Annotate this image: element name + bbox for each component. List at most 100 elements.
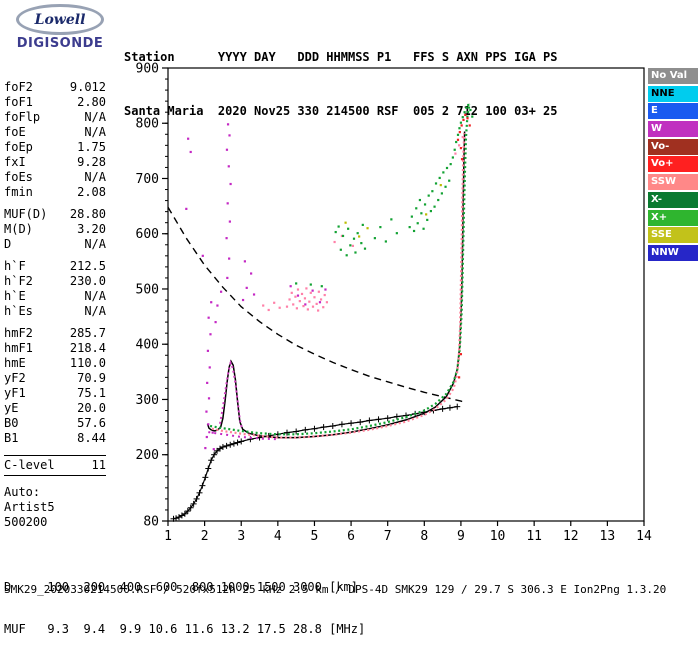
- spread-echoes-magenta: [208, 366, 211, 369]
- second-hop-green: [361, 223, 364, 226]
- spread-echoes-magenta: [204, 446, 207, 450]
- spread-echoes-magenta: [289, 285, 292, 288]
- muf-table: D 100 200 400 600 800 1000 1500 3000 [km…: [4, 552, 365, 650]
- param-value: N/A: [84, 237, 106, 251]
- param-value: 218.4: [69, 341, 106, 355]
- doppler-red-echoes: [460, 158, 464, 161]
- spread-echoes-magenta: [206, 381, 209, 384]
- spread-echoes-magenta: [252, 293, 256, 296]
- second-hop-green: [320, 285, 323, 288]
- param-value: 75.1: [77, 386, 106, 400]
- spread-echoes-magenta: [226, 123, 230, 126]
- doppler-red-echoes: [462, 118, 465, 122]
- param-label: foF1: [4, 95, 33, 109]
- param-row: hmE 110.0: [4, 356, 106, 371]
- spread-echoes-magenta: [210, 301, 213, 304]
- second-hop-green: [471, 115, 474, 118]
- param-value: 11: [91, 458, 106, 472]
- param-label: MUF(D): [4, 207, 48, 221]
- param-value: 110.0: [69, 356, 106, 370]
- param-label: Auto:: [4, 485, 41, 499]
- second-hop-green: [467, 103, 470, 107]
- echo-trace-green: [209, 103, 471, 436]
- x-axis-label: 1: [164, 529, 172, 544]
- param-label: foFlp: [4, 110, 41, 124]
- param-value: 57.6: [77, 416, 106, 430]
- second-hop-green: [373, 237, 376, 240]
- param-label: 500200: [4, 515, 48, 529]
- param-value: 20.0: [77, 401, 106, 415]
- param-row: B1 8.44: [4, 431, 106, 446]
- second-hop-green: [360, 242, 363, 245]
- second-hop-pink: [325, 301, 329, 304]
- spread-echoes-magenta: [228, 220, 231, 223]
- param-row: yF1 75.1: [4, 386, 106, 401]
- param-value: 8.44: [77, 431, 106, 445]
- muf-distance-row: D 100 200 400 600 800 1000 1500 3000 [km…: [4, 580, 359, 594]
- param-value: 2.08: [77, 185, 106, 199]
- second-hop-green: [449, 163, 452, 166]
- second-hop-green: [334, 230, 337, 234]
- second-hop-pink: [323, 293, 326, 297]
- logo-lowell-text: Lowell: [34, 11, 86, 28]
- second-hop-green: [341, 234, 345, 238]
- second-hop-green: [453, 148, 456, 151]
- second-hop-pink: [306, 308, 309, 311]
- param-label: yE: [4, 401, 19, 415]
- second-hop-green: [433, 205, 436, 208]
- second-hop-green: [418, 198, 422, 202]
- spread-echoes-magenta: [227, 165, 230, 168]
- x-axis-label: 2: [201, 529, 209, 544]
- spread-echoes-magenta: [212, 448, 215, 451]
- echo-trace-pink: [211, 133, 466, 439]
- doppler-red-echoes: [468, 124, 471, 127]
- header-station-values: Santa Maria 2020 Nov25 330 214500 RSF 00…: [124, 104, 558, 118]
- spread-echoes-magenta: [216, 304, 219, 307]
- second-hop-green: [345, 254, 348, 257]
- second-hop-pink: [288, 298, 291, 301]
- param-value: N/A: [84, 304, 106, 318]
- spread-echoes-magenta: [318, 301, 322, 304]
- second-hop-green: [456, 133, 460, 136]
- x-axis-label: 11: [526, 529, 542, 544]
- second-hop-pink: [298, 300, 301, 303]
- second-hop-green: [427, 194, 430, 197]
- spread-echoes-magenta: [243, 260, 246, 263]
- second-hop-pink: [285, 305, 289, 308]
- y-axis-label: 900: [136, 62, 159, 77]
- header-column-titles: Station YYYY DAY DDD HHMMSS P1 FFS S AXN…: [124, 50, 558, 64]
- second-hop-pink: [315, 302, 318, 305]
- spread-echoes-magenta: [205, 435, 208, 439]
- x-axis-label: 12: [563, 529, 579, 544]
- spread-echoes-magenta: [207, 423, 210, 426]
- second-hop-green: [461, 116, 464, 119]
- panel-rule: [4, 455, 106, 456]
- second-hop-pink: [295, 307, 298, 310]
- param-label: hmE: [4, 356, 26, 370]
- second-hop-pink: [292, 303, 295, 306]
- param-label: fmin: [4, 185, 33, 199]
- y-axis-label: 200: [136, 448, 159, 463]
- transmission-curve: [167, 206, 467, 404]
- second-hop-pink: [296, 288, 300, 291]
- spread-echoes-magenta: [228, 257, 231, 260]
- param-value: N/A: [84, 125, 106, 139]
- spread-echoes-magenta: [201, 254, 204, 257]
- spread-echoes-magenta: [226, 202, 229, 205]
- param-label: yF1: [4, 386, 26, 400]
- x-axis-label: 10: [490, 529, 506, 544]
- param-row: hmF1 218.4: [4, 341, 106, 356]
- second-hop-green: [295, 282, 298, 285]
- spread-echoes-magenta: [311, 289, 314, 292]
- second-hop-pink: [319, 298, 323, 301]
- f1-cusp-spread: [219, 359, 243, 429]
- second-hop-green: [440, 192, 443, 195]
- param-label: h`F2: [4, 274, 33, 288]
- x-axis-label: 13: [600, 529, 616, 544]
- param-value: 230.0: [69, 274, 106, 288]
- second-hop-green: [410, 215, 413, 218]
- second-hop-green: [356, 232, 359, 235]
- panel-rule: [4, 475, 106, 476]
- second-hop-green: [438, 176, 441, 180]
